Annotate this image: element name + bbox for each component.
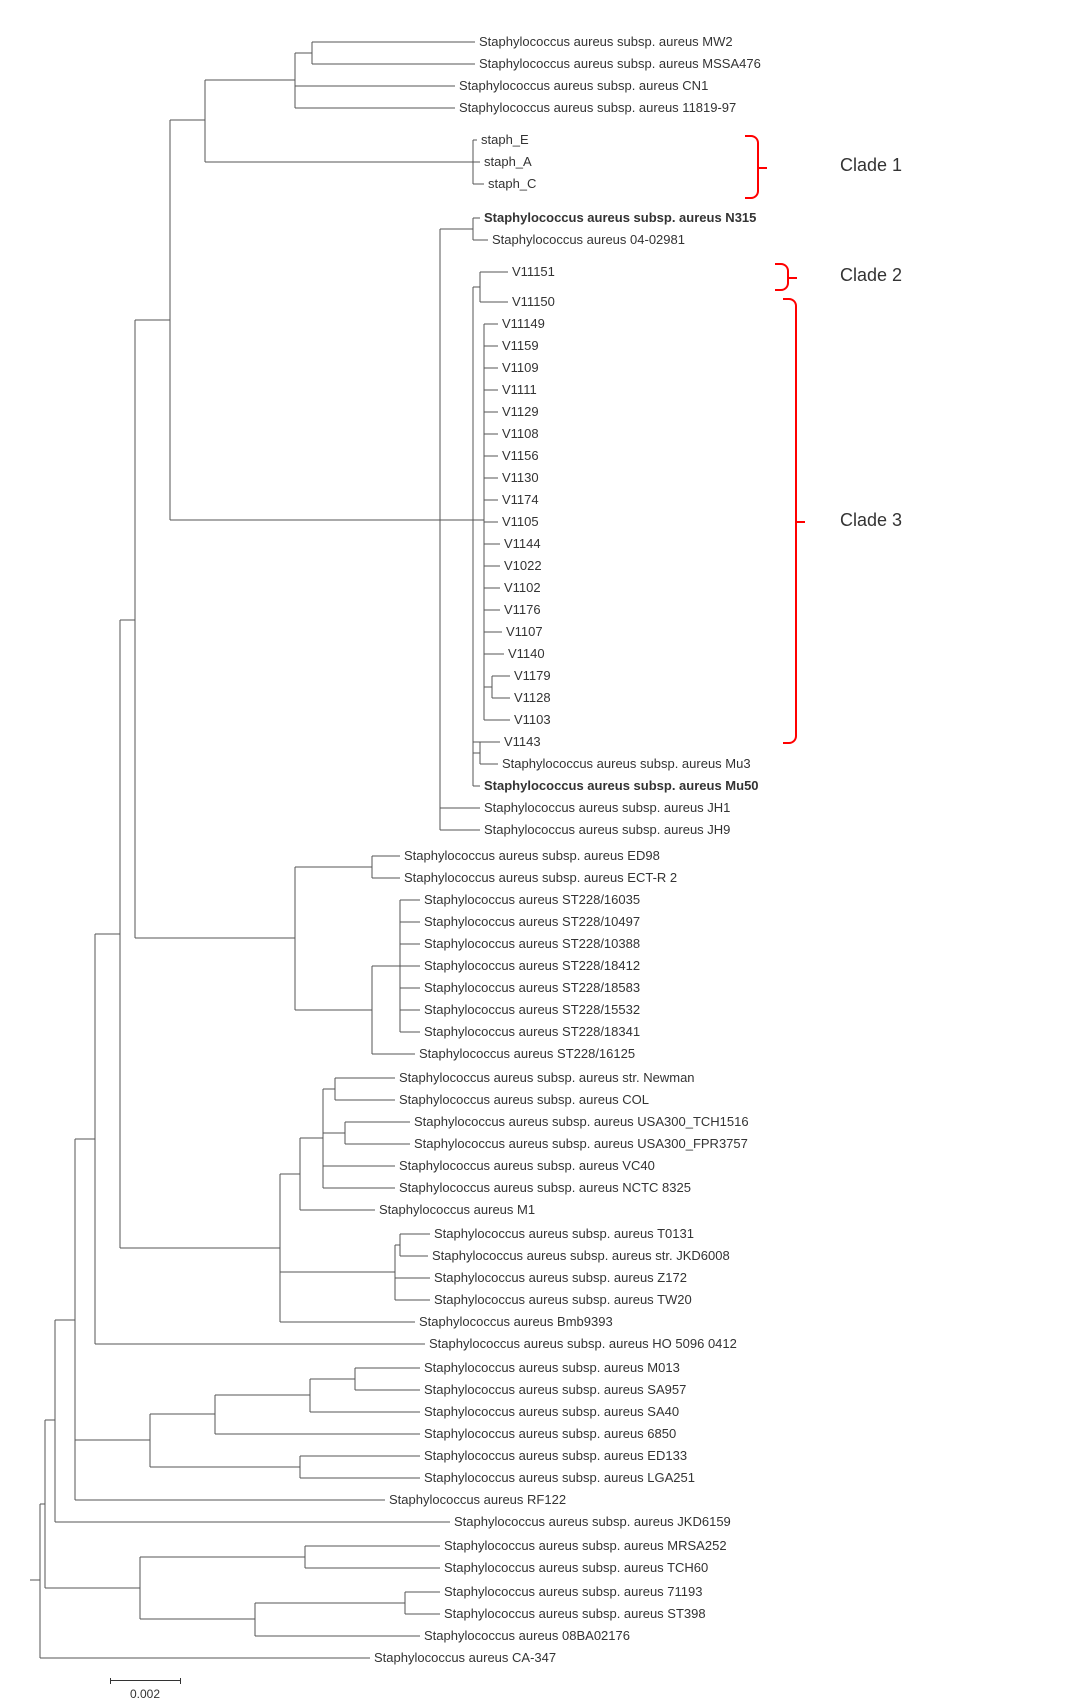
leaf-label: Staphylococcus aureus subsp. aureus CN1: [459, 79, 708, 92]
leaf-label: V1174: [502, 493, 539, 506]
leaf-label: Staphylococcus aureus 04-02981: [492, 233, 685, 246]
leaf-label: V1105: [502, 515, 539, 528]
leaf-label: V1108: [502, 427, 539, 440]
leaf-label: V1176: [504, 603, 541, 616]
leaf-label: V1022: [504, 559, 542, 572]
leaf-label: Staphylococcus aureus CA-347: [374, 1651, 556, 1664]
leaf-label: Staphylococcus aureus Bmb9393: [419, 1315, 613, 1328]
leaf-label: Staphylococcus aureus subsp. aureus Mu50: [484, 779, 759, 792]
leaf-label: Staphylococcus aureus ST228/18341: [424, 1025, 640, 1038]
leaf-label: Staphylococcus aureus 08BA02176: [424, 1629, 630, 1642]
leaf-label: Staphylococcus aureus subsp. aureus 6850: [424, 1427, 676, 1440]
leaf-label: Staphylococcus aureus subsp. aureus str.…: [432, 1249, 730, 1262]
clade-bracket: [775, 263, 789, 291]
leaf-label: V1140: [508, 647, 545, 660]
leaf-label: V1179: [514, 669, 551, 682]
leaf-label: V1109: [502, 361, 539, 374]
leaf-label: Staphylococcus aureus ST228/10388: [424, 937, 640, 950]
leaf-label: Staphylococcus aureus ST228/16125: [419, 1047, 635, 1060]
leaf-label: Staphylococcus aureus subsp. aureus ST39…: [444, 1607, 706, 1620]
leaf-label: Staphylococcus aureus subsp. aureus str.…: [399, 1071, 695, 1084]
leaf-label: V1103: [514, 713, 551, 726]
leaf-label: Staphylococcus aureus ST228/18412: [424, 959, 640, 972]
leaf-label: V11150: [512, 295, 555, 308]
leaf-label: Staphylococcus aureus subsp. aureus N315: [484, 211, 756, 224]
leaf-label: Staphylococcus aureus subsp. aureus USA3…: [414, 1137, 748, 1150]
clade-bracket: [783, 298, 797, 744]
leaf-label: Staphylococcus aureus ST228/10497: [424, 915, 640, 928]
leaf-label: Staphylococcus aureus subsp. aureus 1181…: [459, 101, 736, 114]
clade-label: Clade 2: [840, 265, 902, 286]
scale-line: [110, 1680, 180, 1681]
leaf-label: Staphylococcus aureus ST228/18583: [424, 981, 640, 994]
leaf-label: Staphylococcus aureus subsp. aureus USA3…: [414, 1115, 749, 1128]
leaf-label: V1111: [502, 383, 537, 396]
leaf-label: staph_E: [481, 133, 529, 146]
leaf-label: Staphylococcus aureus subsp. aureus 7119…: [444, 1585, 702, 1598]
leaf-label: Staphylococcus aureus subsp. aureus ECT-…: [404, 871, 677, 884]
leaf-label: V1107: [506, 625, 543, 638]
leaf-label: V1156: [502, 449, 539, 462]
leaf-label: Staphylococcus aureus subsp. aureus SA95…: [424, 1383, 686, 1396]
leaf-label: Staphylococcus aureus subsp. aureus MSSA…: [479, 57, 761, 70]
leaf-label: Staphylococcus aureus subsp. aureus MW2: [479, 35, 733, 48]
leaf-label: Staphylococcus aureus subsp. aureus SA40: [424, 1405, 679, 1418]
leaf-label: Staphylococcus aureus subsp. aureus Mu3: [502, 757, 751, 770]
leaf-label: Staphylococcus aureus subsp. aureus NCTC…: [399, 1181, 691, 1194]
leaf-label: Staphylococcus aureus subsp. aureus HO 5…: [429, 1337, 737, 1350]
leaf-label: V1130: [502, 471, 539, 484]
leaf-label: Staphylococcus aureus RF122: [389, 1493, 566, 1506]
leaf-label: Staphylococcus aureus subsp. aureus VC40: [399, 1159, 655, 1172]
leaf-label: Staphylococcus aureus M1: [379, 1203, 535, 1216]
leaf-label: Staphylococcus aureus subsp. aureus MRSA…: [444, 1539, 727, 1552]
leaf-label: Staphylococcus aureus ST228/15532: [424, 1003, 640, 1016]
leaf-label: Staphylococcus aureus ST228/16035: [424, 893, 640, 906]
leaf-label: Staphylococcus aureus subsp. aureus ED98: [404, 849, 660, 862]
leaf-label: Staphylococcus aureus subsp. aureus JH9: [484, 823, 730, 836]
leaf-label: Staphylococcus aureus subsp. aureus COL: [399, 1093, 649, 1106]
leaf-label: Staphylococcus aureus subsp. aureus TCH6…: [444, 1561, 708, 1574]
leaf-label: Staphylococcus aureus subsp. aureus Z172: [434, 1271, 687, 1284]
leaf-label: staph_A: [484, 155, 532, 168]
leaf-label: V1143: [504, 735, 541, 748]
leaf-label: Staphylococcus aureus subsp. aureus JKD6…: [454, 1515, 731, 1528]
clade-label: Clade 1: [840, 155, 902, 176]
leaf-label: V1128: [514, 691, 551, 704]
leaf-label: V1129: [502, 405, 539, 418]
clade-bracket: [745, 135, 759, 199]
leaf-label: Staphylococcus aureus subsp. aureus TW20: [434, 1293, 692, 1306]
scale-value: 0.002: [130, 1687, 160, 1701]
leaf-label: V11151: [512, 265, 555, 278]
leaf-label: V1159: [502, 339, 539, 352]
leaf-label: Staphylococcus aureus subsp. aureus T013…: [434, 1227, 694, 1240]
clade-label: Clade 3: [840, 510, 902, 531]
phylogenetic-tree: Staphylococcus aureus subsp. aureus MW2 S…: [20, 20, 1060, 1660]
leaf-label: Staphylococcus aureus subsp. aureus M013: [424, 1361, 680, 1374]
leaf-label: V1102: [504, 581, 541, 594]
leaf-label: Staphylococcus aureus subsp. aureus LGA2…: [424, 1471, 695, 1484]
leaf-label: staph_C: [488, 177, 536, 190]
leaf-label: V1144: [504, 537, 541, 550]
leaf-label: Staphylococcus aureus subsp. aureus ED13…: [424, 1449, 687, 1462]
leaf-label: V11149: [502, 317, 545, 330]
leaf-label: Staphylococcus aureus subsp. aureus JH1: [484, 801, 730, 814]
